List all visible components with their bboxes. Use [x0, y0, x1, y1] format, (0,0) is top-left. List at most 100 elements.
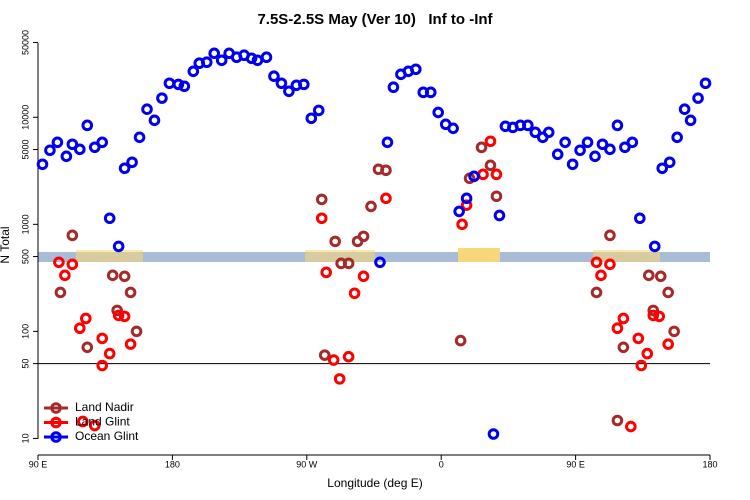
point — [477, 168, 489, 181]
point — [124, 286, 137, 299]
point — [96, 136, 109, 149]
dense-band — [38, 248, 710, 262]
point — [653, 310, 666, 323]
point — [581, 136, 594, 149]
band-patch — [593, 250, 660, 262]
point — [529, 126, 542, 139]
x-tick-label: 180 — [702, 459, 717, 469]
point — [626, 136, 639, 149]
point — [81, 119, 94, 132]
x-tick-label: 0 — [439, 459, 444, 469]
point — [656, 162, 669, 175]
point — [611, 119, 624, 132]
point — [647, 309, 660, 322]
point — [490, 168, 503, 181]
point — [589, 150, 601, 163]
point — [245, 52, 258, 65]
point — [654, 270, 667, 283]
point — [74, 322, 86, 335]
legend-marker — [50, 416, 62, 429]
y-tick-label: 1000 — [20, 214, 30, 234]
point — [559, 136, 571, 149]
x-tick-label: 90 E — [566, 459, 585, 469]
point — [74, 143, 86, 156]
point — [604, 258, 616, 271]
point — [124, 338, 137, 350]
point — [333, 373, 346, 385]
point — [662, 338, 674, 350]
x-tick-label: 90 E — [29, 459, 48, 469]
band-patch — [305, 250, 375, 262]
point — [484, 159, 497, 172]
y-tick-label: 500 — [20, 249, 30, 264]
point — [342, 350, 355, 363]
point — [522, 119, 534, 132]
legend-marker — [50, 431, 62, 443]
legend-label: Land Glint — [75, 415, 130, 429]
point — [617, 312, 630, 325]
point — [44, 144, 56, 157]
point — [611, 414, 624, 427]
point — [647, 304, 660, 317]
point — [632, 332, 645, 345]
point — [692, 92, 704, 104]
point — [590, 256, 603, 269]
point — [275, 77, 288, 90]
point — [268, 70, 280, 83]
point — [96, 359, 109, 372]
point — [381, 136, 394, 149]
band-patch — [76, 250, 143, 262]
point — [187, 65, 200, 78]
point — [66, 138, 79, 151]
point — [112, 240, 125, 253]
point — [298, 78, 310, 91]
point — [320, 266, 333, 279]
point — [424, 86, 437, 99]
x-tick-label: 90 W — [296, 459, 318, 469]
point — [460, 192, 473, 205]
point — [156, 92, 168, 104]
point — [380, 164, 392, 177]
point — [36, 158, 49, 171]
point — [596, 138, 609, 151]
point — [312, 104, 325, 117]
y-axis-label: N Total — [0, 226, 12, 263]
point — [208, 47, 221, 60]
point — [148, 114, 161, 127]
point — [53, 256, 65, 269]
point — [604, 143, 616, 156]
point — [619, 141, 631, 154]
point — [432, 106, 445, 119]
point — [684, 114, 697, 127]
band-patch — [458, 248, 500, 262]
y-tick-label: 10000 — [20, 105, 30, 130]
y-tick-label: 50000 — [20, 30, 30, 55]
point — [454, 334, 467, 347]
point — [542, 126, 555, 139]
point — [468, 170, 480, 183]
point — [453, 205, 465, 218]
y-tick-label: 10 — [20, 433, 30, 443]
point — [88, 419, 101, 432]
point — [490, 190, 503, 203]
legend-label: Land Nadir — [75, 400, 134, 414]
point — [215, 54, 228, 67]
point — [305, 112, 318, 125]
point — [484, 135, 497, 148]
point — [130, 325, 143, 338]
point — [106, 269, 119, 282]
x-axis-label: Longitude (deg E) — [327, 476, 422, 490]
point — [625, 420, 637, 433]
y-tick-label: 5000 — [20, 140, 30, 160]
point — [380, 192, 392, 205]
point — [329, 235, 341, 248]
point — [595, 269, 607, 282]
point — [456, 218, 468, 231]
x-tick-label: 180 — [165, 459, 180, 469]
point — [493, 209, 506, 222]
chart-title: 7.5S-2.5S May (Ver 10) Inf to -Inf — [257, 11, 493, 28]
point — [374, 256, 386, 269]
point — [60, 150, 73, 163]
y-tick-label: 50 — [20, 359, 30, 369]
